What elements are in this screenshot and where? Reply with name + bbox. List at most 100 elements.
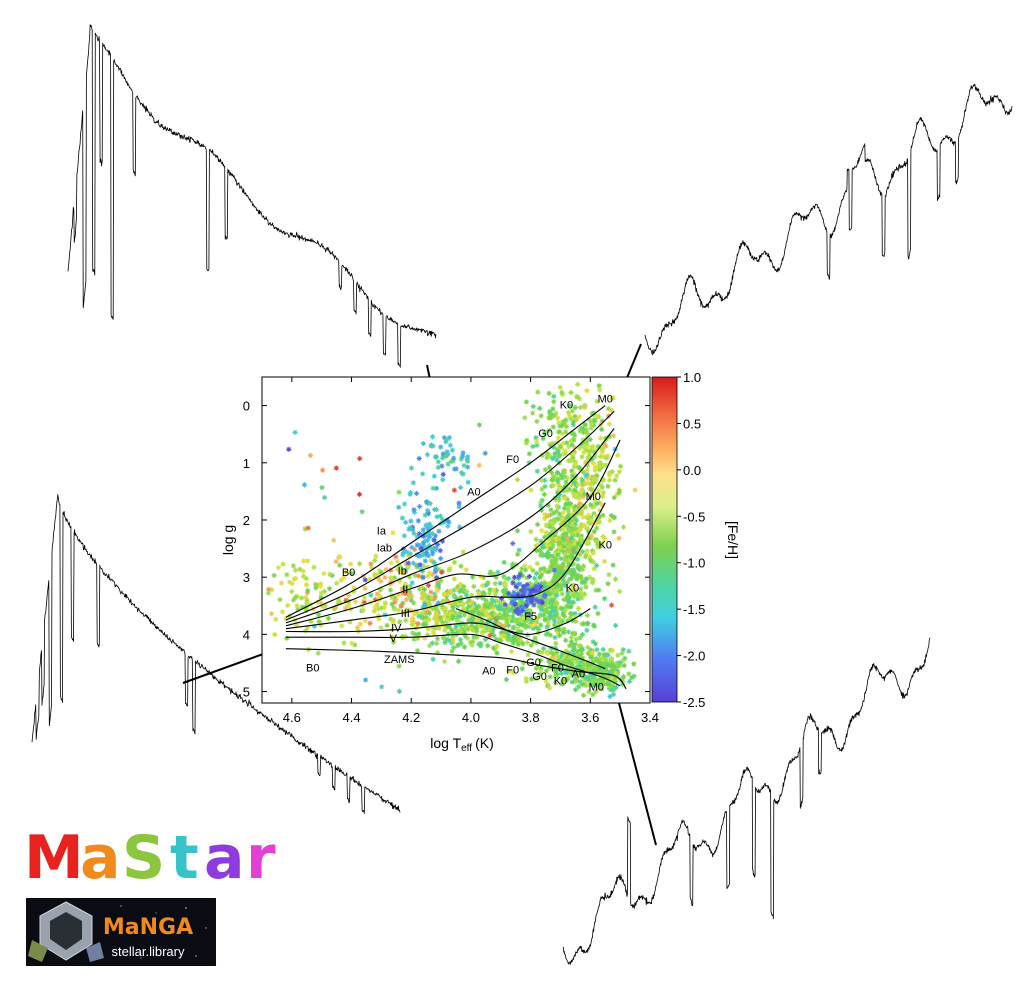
star-point xyxy=(265,586,272,592)
star-point xyxy=(565,544,572,550)
star-point xyxy=(577,565,583,571)
star-point xyxy=(584,627,590,633)
star-point xyxy=(404,549,410,555)
star-point xyxy=(533,543,539,549)
star-point xyxy=(601,595,608,602)
star-point xyxy=(594,520,600,526)
star-point xyxy=(556,539,563,546)
star-point xyxy=(582,681,588,687)
star-point xyxy=(464,456,470,462)
star-point xyxy=(304,602,310,608)
star-point xyxy=(594,517,600,523)
star-point xyxy=(552,667,558,673)
star-point xyxy=(590,550,597,556)
star-point xyxy=(425,632,431,638)
star-point xyxy=(548,507,554,513)
star-point xyxy=(289,581,295,587)
star-point xyxy=(571,548,578,554)
star-point xyxy=(553,609,559,615)
star-point xyxy=(446,567,452,573)
star-point xyxy=(530,597,536,603)
star-point xyxy=(359,509,365,515)
star-point xyxy=(412,572,418,579)
star-point xyxy=(567,655,573,661)
star-point xyxy=(626,648,632,654)
star-point xyxy=(589,650,596,656)
star-point xyxy=(570,672,576,678)
star-point xyxy=(590,682,596,688)
star-point xyxy=(461,583,467,590)
star-point xyxy=(463,567,469,573)
star-point xyxy=(564,654,570,660)
star-point xyxy=(620,657,626,664)
star-point xyxy=(315,650,321,656)
star-point xyxy=(542,477,548,483)
star-point xyxy=(394,558,401,565)
star-point xyxy=(547,685,553,691)
star-point xyxy=(433,545,439,551)
star-point xyxy=(451,487,457,493)
star-point xyxy=(420,609,426,616)
star-point xyxy=(603,435,609,442)
star-point xyxy=(451,576,458,582)
star-point xyxy=(460,626,466,632)
star-point xyxy=(492,622,498,628)
star-point xyxy=(591,503,597,509)
star-point xyxy=(563,554,570,560)
star-point xyxy=(551,518,558,524)
star-point xyxy=(583,584,589,590)
star-point xyxy=(581,692,587,698)
star-point xyxy=(558,472,564,478)
star-point xyxy=(448,458,454,465)
star-point xyxy=(522,415,528,421)
star-point xyxy=(411,530,417,536)
y-tick-label: 0 xyxy=(243,399,250,414)
star-point xyxy=(577,643,584,649)
star-point xyxy=(402,584,408,591)
star-point xyxy=(525,587,531,593)
star-point xyxy=(573,517,580,523)
star-point xyxy=(588,425,594,431)
star-point xyxy=(515,601,521,607)
star-point xyxy=(570,570,577,576)
star-point xyxy=(576,508,582,514)
star-point xyxy=(550,406,556,412)
star-point xyxy=(547,408,553,415)
star-point xyxy=(453,595,460,602)
star-point xyxy=(424,604,431,610)
star-point xyxy=(425,510,431,516)
star-point xyxy=(586,651,592,657)
star-point xyxy=(519,573,525,579)
star-point xyxy=(349,570,355,576)
star-point xyxy=(574,576,580,582)
star-point xyxy=(590,520,596,526)
star-point xyxy=(592,499,598,505)
star-point xyxy=(362,585,368,591)
star-point xyxy=(278,580,285,586)
star-point xyxy=(480,589,487,595)
star-point xyxy=(605,581,611,587)
star-point xyxy=(371,572,378,578)
star-point xyxy=(582,663,588,669)
star-point xyxy=(590,410,597,416)
star-point xyxy=(570,589,576,595)
star-point xyxy=(421,544,427,550)
star-point xyxy=(577,524,583,530)
star-point xyxy=(322,603,328,609)
star-point xyxy=(552,674,558,680)
star-point xyxy=(579,454,585,460)
star-point xyxy=(590,639,596,645)
star-point xyxy=(489,603,495,609)
star-point xyxy=(468,640,474,646)
star-point xyxy=(605,453,611,459)
star-point xyxy=(300,573,307,579)
star-point xyxy=(558,670,564,677)
star-point xyxy=(458,641,464,647)
star-point xyxy=(476,641,482,647)
star-point xyxy=(552,645,559,651)
star-point xyxy=(315,599,321,606)
star-point xyxy=(403,591,409,597)
star-point xyxy=(450,639,456,645)
star-point xyxy=(567,524,573,530)
